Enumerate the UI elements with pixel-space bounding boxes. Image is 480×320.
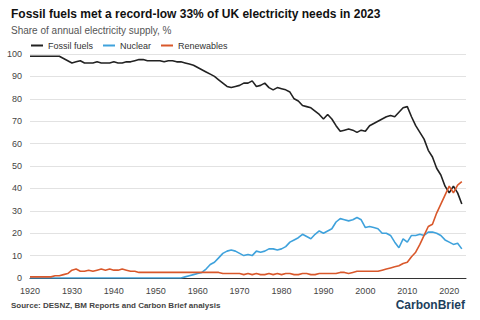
svg-text:0: 0 (17, 273, 22, 283)
svg-text:1980: 1980 (272, 286, 292, 296)
svg-text:Fossil fuels: Fossil fuels (48, 41, 94, 51)
svg-text:Nuclear: Nuclear (120, 41, 151, 51)
svg-text:20: 20 (12, 228, 22, 238)
svg-text:1990: 1990 (313, 286, 333, 296)
svg-text:2020: 2020 (439, 286, 459, 296)
svg-text:Share of annual electricity su: Share of annual electricity supply, % (11, 25, 172, 36)
svg-text:1940: 1940 (104, 286, 124, 296)
svg-text:Fossil fuels met a record-low: Fossil fuels met a record-low 33% of UK … (11, 7, 381, 21)
svg-text:1960: 1960 (188, 286, 208, 296)
svg-text:Source: DESNZ, BM Reports and: Source: DESNZ, BM Reports and Carbon Bri… (11, 301, 221, 310)
svg-text:1930: 1930 (62, 286, 82, 296)
svg-text:2000: 2000 (355, 286, 375, 296)
svg-text:2010: 2010 (397, 286, 417, 296)
svg-text:40: 40 (12, 183, 22, 193)
svg-text:10: 10 (12, 251, 22, 261)
svg-text:50: 50 (12, 161, 22, 171)
svg-text:1950: 1950 (146, 286, 166, 296)
svg-text:60: 60 (12, 139, 22, 149)
svg-text:30: 30 (12, 206, 22, 216)
svg-text:1970: 1970 (230, 286, 250, 296)
svg-text:Renewables: Renewables (178, 41, 228, 51)
svg-text:CarbonBrief: CarbonBrief (396, 298, 466, 312)
svg-text:1920: 1920 (20, 286, 40, 296)
svg-text:70: 70 (12, 116, 22, 126)
svg-text:90: 90 (12, 71, 22, 81)
svg-text:80: 80 (12, 94, 22, 104)
svg-text:100: 100 (7, 49, 22, 59)
